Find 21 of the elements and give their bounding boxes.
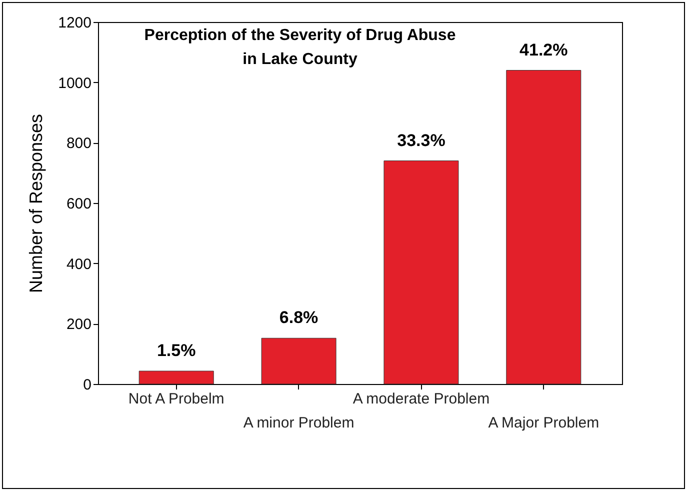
y-axis-title: Number of Responses — [26, 114, 46, 294]
y-tick-label: 800 — [66, 135, 92, 152]
text: Perception of the Severity of Drug Abuse in Lake County — [144, 27, 456, 68]
x-tick-label: Not A Probelm — [128, 390, 224, 408]
y-tick-label: 200 — [66, 316, 92, 334]
bar — [138, 370, 214, 384]
annotation: 41.2% — [520, 40, 568, 60]
bar — [384, 160, 459, 384]
bar — [261, 338, 336, 384]
x-tick-label: A minor Problem — [243, 414, 354, 432]
x-tick-label: A Major Problem — [488, 414, 600, 432]
y-tick-label: 600 — [66, 196, 92, 212]
x-tick-label: A moderate Problem — [352, 390, 490, 408]
y-tick-label: 1200 — [58, 14, 92, 32]
annotation: 33.3% — [397, 130, 446, 150]
annotation: 6.8% — [279, 308, 318, 328]
y-tick-label: 0 — [83, 376, 92, 394]
bar — [506, 70, 582, 384]
annotation: 1.5% — [156, 341, 196, 360]
y-tick-label: 400 — [66, 256, 92, 273]
y-tick-label: 1000 — [58, 74, 92, 92]
